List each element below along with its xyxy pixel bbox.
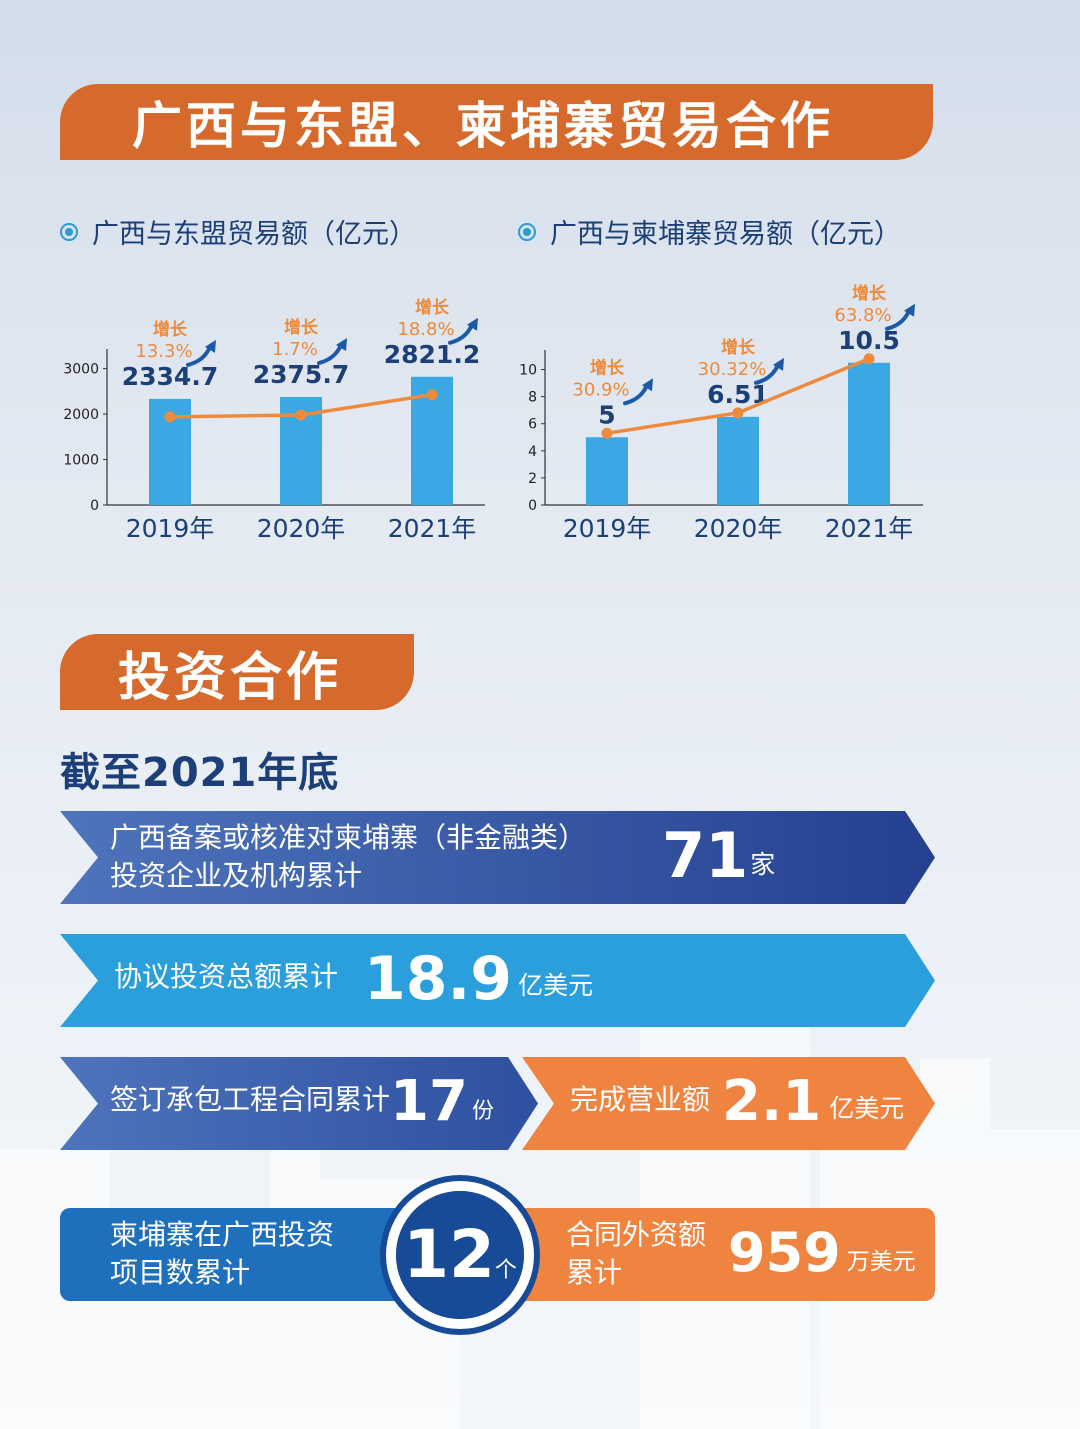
bar-2021年 [848,362,890,505]
value-label: 10.5 [838,326,900,355]
stat-agreement-unit: 亿美元 [518,971,594,1000]
value-label: 5 [598,400,615,429]
stat-projects-badge-inner: 12 个 [396,1191,524,1319]
y-tick-label: 3000 [63,362,99,378]
growth-value: 13.3% [135,341,192,362]
growth-arrowhead-icon [904,303,915,317]
trend-point [863,353,875,365]
stat-projects-label-line1: 柬埔寨在广西投资 [110,1218,335,1251]
y-tick-label: 4 [528,444,537,460]
stat-enterprises-label-line2: 投资企业及机构累计 [110,859,363,892]
y-tick-label: 10 [519,363,537,379]
stat-foreign-label-line2: 累计 [566,1256,623,1289]
category-label: 2020年 [694,514,783,543]
arrow-shape [522,1057,935,1150]
arrow-shape [60,934,935,1027]
stat-agreement-label: 协议投资总额累计 [114,960,339,993]
chart-heading-asean: 广西与东盟贸易额（亿元） [60,212,416,251]
bar-2020年 [717,416,759,505]
y-tick-label: 2 [528,471,537,487]
value-label: 2375.7 [253,360,349,389]
growth-value: 30.32% [698,359,767,380]
section-banner-trade: 广西与东盟、柬埔寨贸易合作 [60,84,933,160]
bar-2019年 [586,437,628,505]
box-shape [60,1208,460,1301]
y-tick-label: 6 [528,417,537,433]
stat-foreign-unit: 万美元 [846,1249,916,1275]
section-title-trade: 广西与东盟、柬埔寨贸易合作 [132,97,834,155]
stat-revenue-label: 完成营业额 [570,1083,711,1116]
value-label: 2334.7 [122,362,218,391]
trend-point [426,389,438,401]
growth-label: 增长 [852,283,887,304]
stat-enterprises-unit: 家 [750,850,776,879]
stat-enterprises-label-line1: 广西备案或核准对柬埔寨（非金融类） [110,821,587,854]
stat-enterprises: 广西备案或核准对柬埔寨（非金融类） 投资企业及机构累计 71 家 [60,811,935,904]
stat-revenue: 完成营业额 2.1 亿美元 [522,1057,935,1150]
stat-foreign-label-line1: 合同外资额 [566,1218,707,1251]
trend-point [732,407,744,419]
growth-arrowhead-icon [336,338,347,352]
arrow-shape [60,811,935,904]
stat-contracts-unit: 份 [471,1099,494,1124]
trend-point [164,411,176,423]
stat-foreign-capital: 合同外资额 累计 959 万美元 [510,1208,935,1301]
section-subtitle: 截至2021年底 [60,750,340,796]
growth-arrowhead-icon [467,317,478,331]
category-label: 2019年 [126,514,215,543]
growth-label: 增长 [284,317,319,338]
stat-agreement: 协议投资总额累计 18.9 亿美元 [60,934,935,1027]
y-tick-label: 2000 [63,407,99,423]
y-tick-label: 8 [528,390,537,406]
bullet-icon [518,222,536,241]
stat-contracts: 签订承包工程合同累计 17 份 [60,1057,538,1150]
growth-arrowhead-icon [205,339,216,353]
box-shape [510,1208,935,1301]
bullet-icon [60,222,78,241]
stat-projects: 柬埔寨在广西投资 项目数累计 [60,1208,460,1301]
growth-value: 63.8% [834,305,891,326]
chart-cambodia-trade: 02468105增长30.9%2019年6.51增长30.32%2020年10.… [519,283,923,543]
chart-title-cambodia: 广西与柬埔寨贸易额（亿元） [550,219,901,250]
stat-agreement-value: 18.9 [364,944,513,1014]
trend-point [295,409,307,421]
category-label: 2021年 [825,514,914,543]
stat-contracts-label: 签订承包工程合同累计 [110,1083,391,1116]
y-tick-label: 1000 [63,453,99,469]
stat-projects-label-line2: 项目数累计 [110,1256,251,1289]
growth-label: 增长 [415,297,450,318]
section-banner-investment: 投资合作 [60,634,414,710]
chart-title-asean: 广西与东盟贸易额（亿元） [92,219,416,250]
growth-arrowhead-icon [642,378,653,392]
skyline-background [0,979,1080,1429]
value-label: 2821.2 [384,340,480,369]
growth-value: 18.8% [397,319,454,340]
section-title-investment: 投资合作 [118,647,343,708]
y-tick-label: 0 [528,498,537,514]
growth-label: 增长 [153,319,188,340]
growth-label: 增长 [721,337,756,358]
stat-revenue-unit: 亿美元 [829,1094,905,1123]
stat-projects-value: 12 [403,1216,495,1293]
category-label: 2019年 [563,514,652,543]
y-tick-label: 0 [90,498,99,514]
growth-label: 增长 [590,357,625,378]
category-label: 2021年 [388,514,477,543]
growth-value: 30.9% [572,379,629,400]
chart-heading-cambodia: 广西与柬埔寨贸易额（亿元） [518,212,901,251]
stat-projects-unit: 个 [494,1258,517,1283]
trend-point [601,427,613,439]
stat-enterprises-value: 71 [662,819,749,892]
growth-arrowhead-icon [773,357,784,371]
category-label: 2020年 [257,514,346,543]
stat-projects-badge-ring: 12 个 [386,1181,534,1329]
arrow-shape [60,1057,538,1150]
stat-revenue-value: 2.1 [722,1069,822,1134]
stat-contracts-value: 17 [390,1069,468,1134]
growth-value: 1.7% [272,339,318,360]
stat-foreign-value: 959 [728,1221,841,1284]
